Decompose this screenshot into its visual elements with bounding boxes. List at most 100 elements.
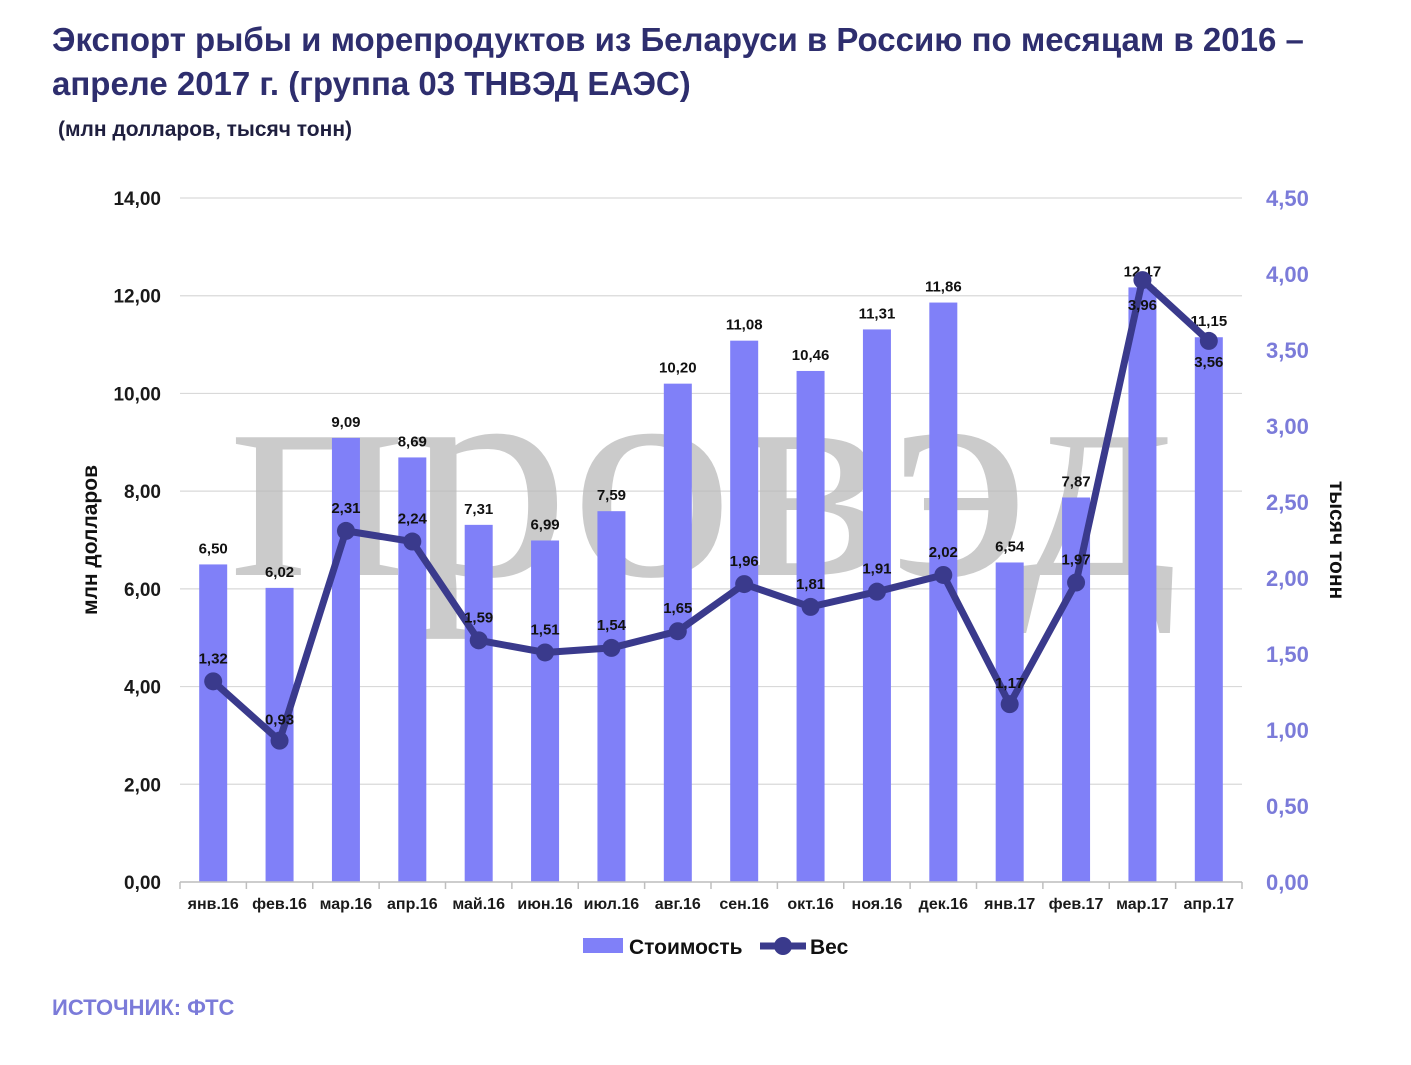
line-value-label: 1,81 — [796, 576, 825, 593]
x-tick-label: апр.17 — [1184, 896, 1235, 913]
series-line-ves — [210, 276, 1212, 745]
bar-value-label: 7,31 — [464, 501, 493, 518]
line-value-label: 2,31 — [331, 500, 360, 517]
bar-янв.16 — [199, 564, 228, 882]
y-tick-label-left: 10,00 — [113, 384, 161, 405]
y-tick-label-left: 8,00 — [124, 482, 161, 503]
bar-value-label: 9,09 — [331, 414, 360, 431]
bar-сен.16 — [730, 340, 759, 883]
line-value-label: 1,17 — [995, 675, 1024, 692]
line-point-окт.16 — [801, 597, 820, 616]
x-tick-label: сен.16 — [719, 896, 769, 913]
x-tick-label: июн.16 — [517, 896, 573, 913]
line-point-апр.17 — [1199, 331, 1218, 350]
bar-мар.17 — [1128, 287, 1157, 882]
y-tick-label-right: 2,00 — [1266, 566, 1309, 591]
line-value-label: 1,97 — [1061, 552, 1090, 569]
y-axis-label-left: млн долларов — [79, 465, 102, 615]
watermark-logo: провэд — [230, 308, 1180, 641]
bar-value-label: 11,31 — [859, 305, 896, 322]
x-tick-label: янв.16 — [187, 896, 239, 913]
line-value-label: 3,96 — [1128, 297, 1157, 314]
line-point-мар.16 — [336, 521, 355, 540]
line-point-ноя.16 — [867, 582, 886, 601]
bar-апр.16 — [398, 457, 427, 882]
line-point-янв.16 — [204, 672, 223, 691]
x-tick-label: дек.16 — [919, 896, 968, 913]
x-tick-label: июл.16 — [584, 896, 640, 913]
x-tick-label: авг.16 — [655, 896, 701, 913]
bar-value-label: 10,46 — [792, 347, 830, 364]
x-tick-label: ноя.16 — [852, 896, 903, 913]
line-value-label: 1,65 — [663, 600, 692, 617]
line-value-label: 1,54 — [597, 617, 627, 634]
y-tick-label-right: 1,00 — [1266, 718, 1309, 743]
y-tick-label-right: 2,50 — [1266, 490, 1309, 515]
y-tick-label-right: 4,50 — [1266, 186, 1309, 211]
y-tick-label-left: 4,00 — [124, 678, 161, 699]
bar-value-label: 7,59 — [597, 487, 626, 504]
bar-мар.16 — [331, 437, 360, 882]
bar-июн.16 — [531, 540, 560, 882]
legend-label-line: Вес — [810, 936, 849, 959]
y-tick-label-right: 0,00 — [1266, 870, 1309, 895]
line-point-июн.16 — [536, 643, 555, 662]
line-point-июл.16 — [602, 638, 621, 657]
bar-value-label: 7,87 — [1061, 473, 1090, 490]
line-value-label: 1,59 — [464, 609, 493, 626]
line-point-май.16 — [469, 631, 488, 650]
line-value-label: 2,02 — [929, 544, 958, 561]
x-tick-label: фев.16 — [252, 896, 307, 913]
source-note: ИСТОЧНИК: ФТС — [52, 995, 235, 1020]
bar-май.16 — [464, 524, 493, 882]
bar-value-label: 8,69 — [398, 433, 427, 450]
line-point-фев.16 — [270, 731, 289, 750]
line-point-апр.16 — [403, 532, 422, 551]
y-tick-label-right: 1,50 — [1266, 642, 1309, 667]
bar-июл.16 — [597, 511, 626, 882]
x-tick-label: фев.17 — [1049, 896, 1104, 913]
line-value-label: 1,51 — [530, 621, 559, 638]
chart-subtitle: (млн долларов, тысяч тонн) — [58, 118, 352, 141]
bar-value-label: 11,15 — [1190, 313, 1227, 330]
bar-апр.17 — [1194, 337, 1223, 882]
line-point-авг.16 — [668, 622, 687, 641]
line-point-сен.16 — [735, 575, 754, 594]
y-tick-label-left: 2,00 — [124, 775, 161, 796]
line-value-label: 1,96 — [730, 553, 759, 570]
y-axis-label-right: тысяч тонн — [1325, 481, 1348, 599]
bar-фев.17 — [1062, 497, 1091, 882]
line-point-мар.17 — [1133, 271, 1152, 290]
chart-title: Экспорт рыбы и морепродуктов из Беларуси… — [52, 21, 1304, 102]
y-tick-label-right: 0,50 — [1266, 794, 1309, 819]
x-tick-label: окт.16 — [787, 896, 834, 913]
bar-value-label: 6,54 — [995, 538, 1025, 555]
x-tick-label: апр.16 — [387, 896, 438, 913]
y-tick-label-right: 3,00 — [1266, 414, 1309, 439]
line-point-дек.16 — [934, 565, 953, 584]
bar-окт.16 — [796, 370, 825, 882]
legend-label-bar: Стоимость — [629, 936, 743, 959]
line-value-label: 1,32 — [199, 650, 228, 667]
bar-value-label: 11,86 — [925, 279, 962, 296]
y-tick-label-right: 4,00 — [1266, 262, 1309, 287]
line-point-фев.17 — [1067, 573, 1086, 592]
y-tick-label-left: 6,00 — [124, 580, 161, 601]
legend-swatch-bar — [583, 938, 623, 953]
bar-янв.17 — [995, 562, 1024, 882]
x-tick-label: май.16 — [452, 896, 505, 913]
bar-value-label: 6,50 — [199, 540, 228, 557]
y-tick-label-left: 12,00 — [113, 287, 161, 308]
bar-value-label: 6,02 — [265, 564, 294, 581]
x-tick-label: мар.16 — [320, 896, 373, 913]
line-value-label: 1,91 — [862, 561, 891, 578]
line-value-label: 2,24 — [398, 511, 428, 528]
bar-value-label: 10,20 — [659, 360, 697, 377]
bar-value-label: 6,99 — [530, 516, 559, 533]
y-tick-label-left: 0,00 — [124, 873, 161, 894]
y-tick-label-right: 3,50 — [1266, 338, 1309, 363]
bar-value-label: 11,08 — [726, 317, 763, 334]
line-value-label: 3,56 — [1194, 354, 1223, 371]
line-point-янв.17 — [1000, 695, 1019, 714]
